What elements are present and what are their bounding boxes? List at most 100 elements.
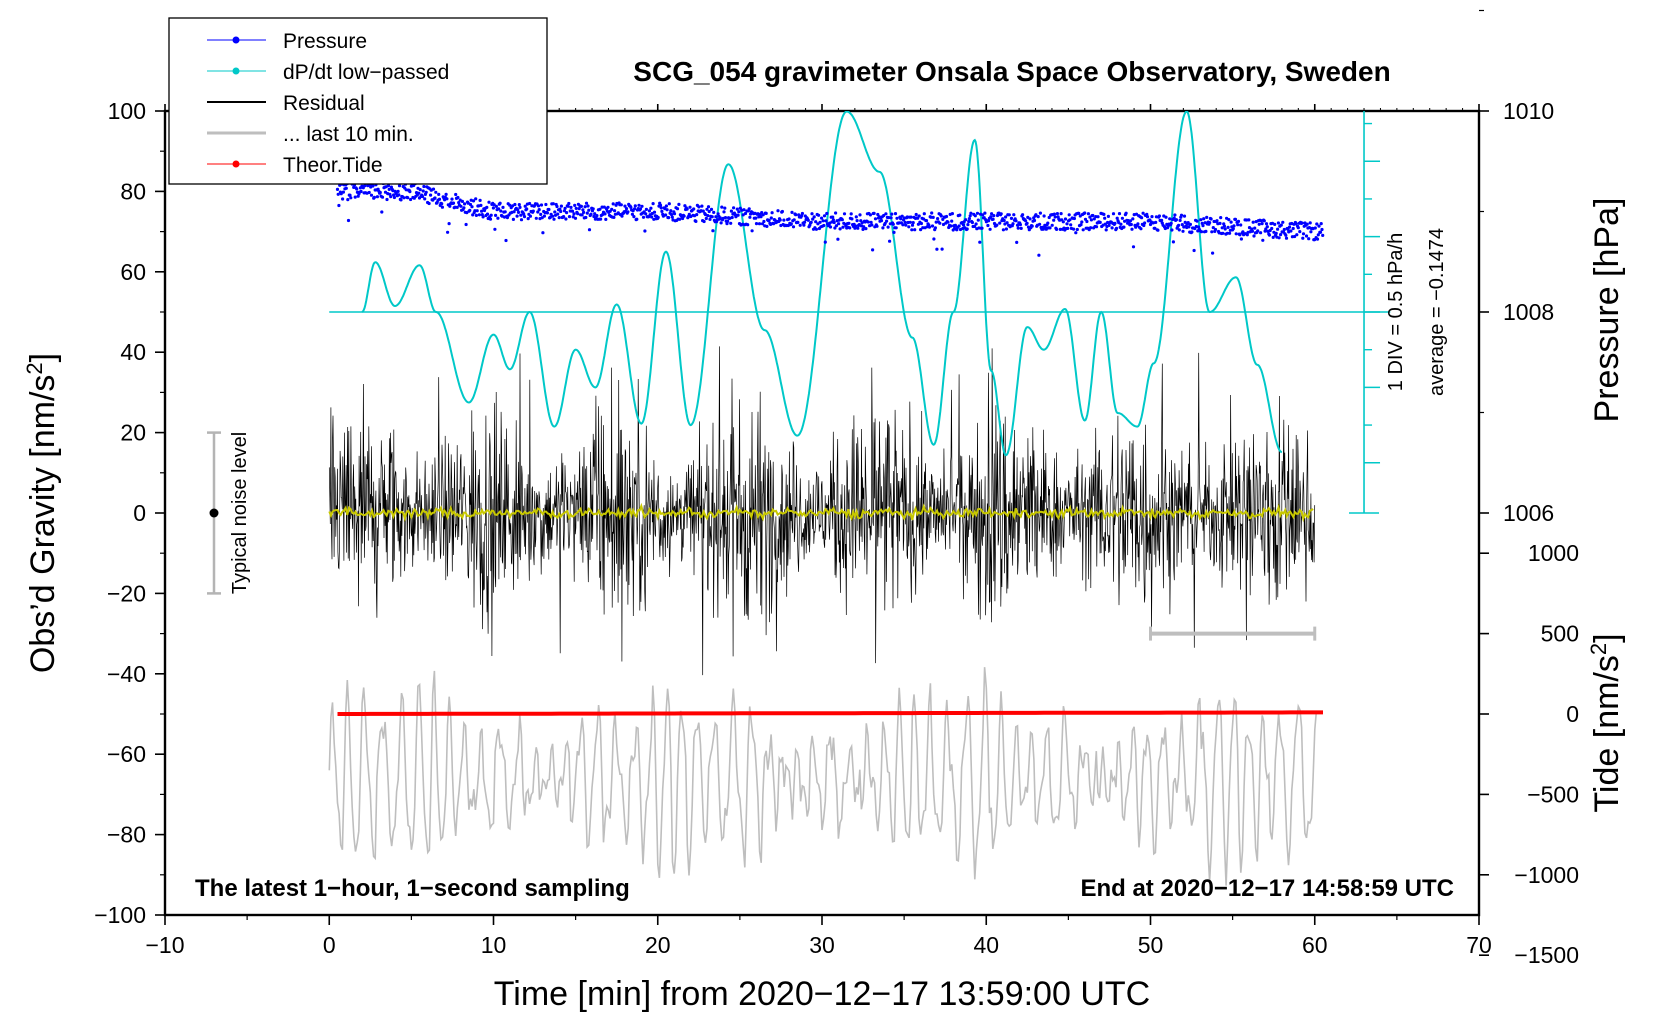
- pressure-point: [473, 209, 477, 213]
- pressure-point: [869, 220, 873, 224]
- pressure-point: [539, 212, 543, 216]
- pressure-point: [798, 223, 802, 227]
- x-tick-label-2: 10: [481, 932, 507, 958]
- pressure-point: [570, 209, 575, 213]
- pressure-point: [1210, 230, 1214, 234]
- legend-label-last10: ... last 10 min.: [283, 123, 414, 146]
- pressure-point: [1293, 234, 1297, 239]
- pressure-point: [862, 225, 866, 229]
- pressure-point: [667, 202, 671, 206]
- pressure-point: [669, 209, 673, 213]
- pressure-point: [842, 212, 847, 216]
- pressure-point: [1107, 223, 1111, 227]
- pressure-point: [468, 208, 472, 212]
- pressure-point: [583, 205, 587, 209]
- pressure-point: [986, 223, 990, 228]
- pressure-point: [1048, 226, 1052, 230]
- pressure-point: [907, 225, 911, 229]
- pressure-point: [1201, 224, 1205, 228]
- pressure-point: [1092, 217, 1096, 221]
- pressure-point: [637, 203, 641, 207]
- pressure-point: [681, 216, 685, 221]
- pressure-point: [914, 212, 918, 217]
- tide-axis-label-text: Tide [nm/s: [1588, 655, 1626, 812]
- pressure-point: [371, 184, 375, 188]
- pressure-point: [670, 215, 674, 219]
- pressure-point: [644, 212, 648, 216]
- pressure-point: [1047, 215, 1051, 220]
- pressure-point: [1052, 218, 1056, 222]
- y-tick-label-10: −100: [94, 902, 146, 928]
- pressure-point: [547, 207, 551, 212]
- pressure-point: [881, 226, 885, 230]
- pressure-point: [1098, 220, 1102, 224]
- pressure-point: [497, 207, 501, 211]
- sampling-note: The latest 1−hour, 1−second sampling: [195, 875, 630, 902]
- pressure-point: [1069, 223, 1073, 227]
- pressure-point: [847, 221, 851, 225]
- pressure-point: [1081, 228, 1085, 232]
- pressure-point: [1315, 237, 1320, 241]
- pressure-point: [378, 190, 382, 195]
- pressure-point: [778, 218, 782, 222]
- pressure-point: [471, 213, 475, 217]
- legend-item-residual: Residual: [207, 92, 365, 115]
- pressure-point: [818, 220, 822, 224]
- pressure-point: [1007, 213, 1011, 217]
- pressure-point: [434, 190, 438, 194]
- pressure-point: [750, 229, 754, 233]
- y-tick-label-8: −60: [107, 741, 146, 767]
- pressure-point: [919, 221, 924, 226]
- pressure-point: [1298, 230, 1302, 234]
- pressure-point: [1212, 219, 1216, 224]
- pressure-point: [776, 209, 780, 213]
- pressure-point: [930, 224, 935, 228]
- pressure-point: [1111, 212, 1116, 216]
- pressure-point: [348, 193, 352, 197]
- pressure-point: [1139, 227, 1143, 231]
- pressure-point: [1247, 218, 1251, 222]
- pressure-point: [1032, 218, 1037, 223]
- tide-tick-label-4: −1000: [1514, 862, 1579, 888]
- pressure-point: [1169, 221, 1173, 225]
- pressure-point: [718, 216, 722, 220]
- pressure-point: [790, 210, 794, 214]
- pressure-point: [630, 212, 635, 216]
- pressure-point: [999, 212, 1003, 216]
- pressure-point: [1001, 228, 1006, 232]
- tide-axis-label: Tide [nm/s2]: [1586, 633, 1627, 812]
- pressure-point: [650, 215, 654, 219]
- pressure-point: [593, 212, 597, 216]
- pressure-point: [643, 229, 647, 233]
- pressure-point: [1015, 223, 1020, 227]
- pressure-point: [917, 214, 921, 218]
- pressure-point: [770, 211, 774, 215]
- pressure-point: [610, 207, 614, 211]
- pressure-point: [697, 205, 701, 209]
- pressure-point: [765, 224, 769, 228]
- pressure-point: [706, 205, 711, 209]
- pressure-point: [540, 216, 544, 220]
- pressure-point: [446, 230, 450, 234]
- pressure-point: [1128, 219, 1133, 223]
- pressure-point: [1016, 226, 1020, 230]
- pressure-point: [1117, 221, 1121, 225]
- pressure-point: [641, 215, 646, 219]
- pressure-point: [408, 190, 412, 194]
- pressure-point: [850, 217, 854, 221]
- pressure-point: [754, 216, 758, 220]
- pressure-point: [624, 207, 629, 211]
- pressure-point: [511, 217, 515, 221]
- pressure-point: [437, 197, 442, 201]
- pressure-point: [1220, 226, 1224, 230]
- pressure-point: [1154, 220, 1158, 224]
- pressure-point: [1264, 227, 1268, 231]
- end-time-note: End at 2020−12−17 14:58:59 UTC: [1080, 875, 1454, 902]
- pressure-point: [989, 215, 993, 219]
- pressure-point: [672, 212, 677, 216]
- pressure-point: [872, 211, 876, 215]
- y-tick-label-7: −40: [107, 661, 146, 687]
- pressure-point: [522, 215, 527, 219]
- pressure-point: [505, 216, 510, 220]
- pressure-point: [629, 205, 633, 209]
